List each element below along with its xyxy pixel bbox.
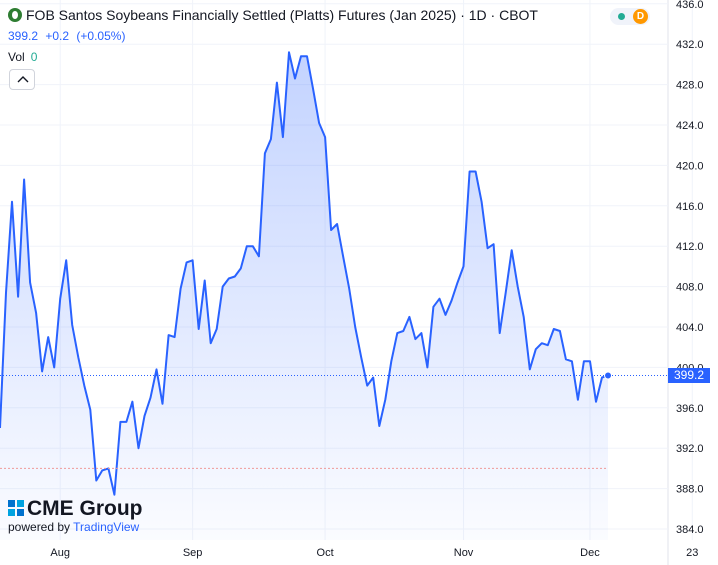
- powered-by[interactable]: powered by TradingView: [8, 520, 139, 534]
- x-tick-label: Oct: [317, 547, 334, 559]
- y-tick-label: 412.0: [676, 241, 704, 253]
- chevron-up-icon: [17, 76, 29, 83]
- symbol-title-text: FOB Santos Soybeans Financially Settled …: [26, 7, 538, 23]
- price-change-percent: (+0.05%): [76, 29, 126, 43]
- data-delay-badge: D: [633, 9, 648, 24]
- volume-value: 0: [30, 50, 38, 64]
- y-tick-label: 392.0: [676, 443, 704, 455]
- x-tick-label: Nov: [454, 547, 474, 559]
- x-tick-label: Aug: [50, 547, 70, 559]
- volume-label: Vol: [8, 50, 25, 64]
- y-tick-label: 384.0: [676, 524, 704, 536]
- last-point-marker: [604, 371, 613, 380]
- y-tick-label: 420.0: [676, 160, 704, 172]
- price-line: [0, 51, 609, 496]
- y-tick-label: 388.0: [676, 484, 704, 496]
- symbol-logo-icon: [8, 8, 22, 22]
- y-tick-label: 396.0: [676, 403, 704, 415]
- volume-legend[interactable]: Vol 0: [8, 50, 37, 64]
- market-status-pill[interactable]: D: [610, 8, 650, 25]
- y-tick-label: 428.0: [676, 80, 704, 92]
- price-area-fill: [0, 52, 608, 541]
- price-axis[interactable]: 384.0388.0392.0396.0400.0404.0408.0412.0…: [676, 0, 704, 536]
- cme-group-logo: CME Group: [8, 497, 143, 521]
- x-tick-label: Sep: [183, 547, 203, 559]
- tradingview-link[interactable]: TradingView: [73, 520, 140, 534]
- last-price-tag: 399.2: [668, 367, 710, 383]
- price-area: [0, 51, 613, 541]
- quote-line: 399.2 +0.2 (+0.05%): [8, 29, 129, 43]
- symbol-title[interactable]: FOB Santos Soybeans Financially Settled …: [8, 7, 538, 23]
- x-tick-label: 23: [686, 547, 698, 559]
- powered-by-text: powered by: [8, 520, 71, 534]
- market-open-dot-icon: [618, 13, 625, 20]
- y-tick-label: 404.0: [676, 322, 704, 334]
- cme-globe-icon: [8, 498, 24, 516]
- price-change: +0.2: [45, 29, 70, 43]
- y-tick-label: 432.0: [676, 39, 704, 51]
- y-tick-label: 436.0: [676, 0, 704, 11]
- last-price: 399.2: [8, 29, 39, 43]
- cme-group-text: CME Group: [27, 497, 143, 520]
- y-tick-label: 408.0: [676, 282, 704, 294]
- y-tick-label: 416.0: [676, 201, 704, 213]
- y-tick-label: 424.0: [676, 120, 704, 132]
- x-tick-label: Dec: [580, 547, 600, 559]
- time-axis[interactable]: Aug Sep Oct Nov Dec 23: [50, 547, 698, 559]
- collapse-legend-button[interactable]: [9, 69, 35, 90]
